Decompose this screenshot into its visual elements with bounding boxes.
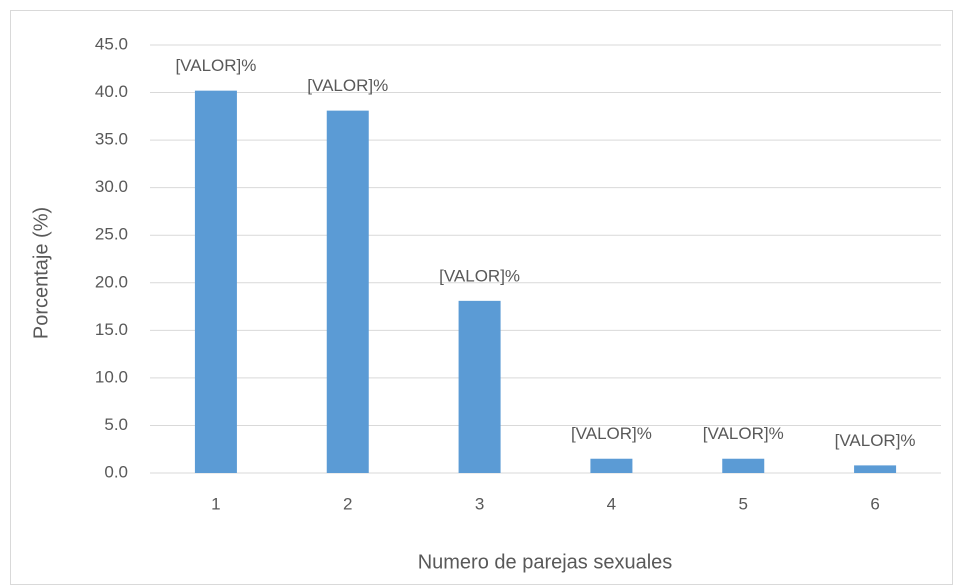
x-tick-label: 1 <box>211 494 220 513</box>
bar <box>854 465 897 473</box>
y-tick-label: 25.0 <box>95 225 128 244</box>
bar <box>194 90 237 474</box>
chart-border <box>10 10 953 585</box>
data-label: [VALOR]% <box>571 424 652 443</box>
bar <box>326 110 369 474</box>
y-tick-label: 40.0 <box>95 82 128 101</box>
y-axis-title: Porcentaje (%) <box>30 207 52 339</box>
x-axis-title: Numero de parejas sexuales <box>418 551 673 573</box>
x-tick-label: 4 <box>607 494 616 513</box>
y-tick-label: 0.0 <box>104 462 128 481</box>
y-tick-label: 15.0 <box>95 320 128 339</box>
y-tick-label: 35.0 <box>95 130 128 149</box>
y-tick-label: 30.0 <box>95 177 128 196</box>
data-label: [VALOR]% <box>703 424 784 443</box>
x-tick-label: 5 <box>739 494 748 513</box>
x-tick-label: 3 <box>475 494 484 513</box>
data-label: [VALOR]% <box>307 76 388 95</box>
y-tick-label: 5.0 <box>104 415 128 434</box>
y-tick-label: 10.0 <box>95 367 128 386</box>
x-tick-label: 2 <box>343 494 352 513</box>
data-label: [VALOR]% <box>175 56 256 75</box>
bar <box>590 458 633 473</box>
data-label: [VALOR]% <box>439 266 520 285</box>
data-label: [VALOR]% <box>835 431 916 450</box>
bar <box>722 458 765 473</box>
y-tick-label: 45.0 <box>95 34 128 53</box>
x-tick-label: 6 <box>870 494 879 513</box>
bar <box>458 300 501 473</box>
y-tick-label: 20.0 <box>95 272 128 291</box>
